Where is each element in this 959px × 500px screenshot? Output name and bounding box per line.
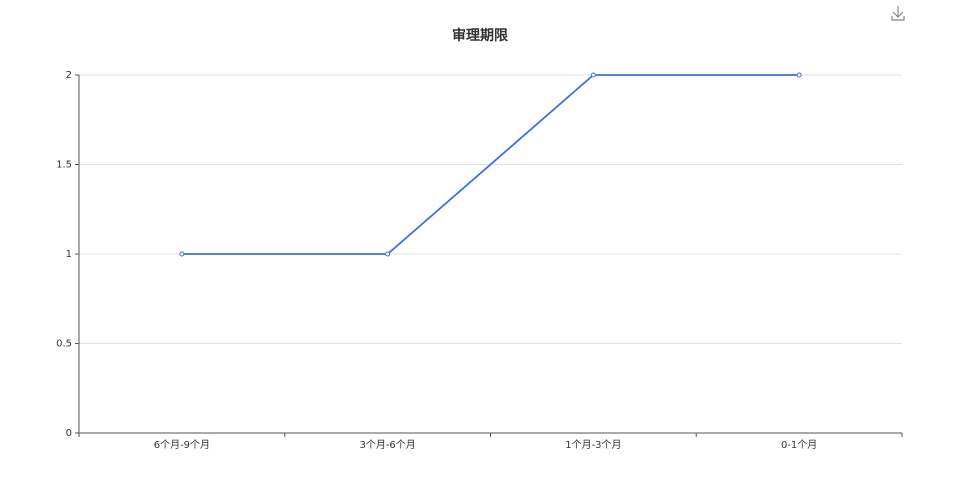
point — [590, 72, 596, 78]
x-tick-label: 1个月-3个月 — [565, 439, 621, 451]
x-tick-label: 6个月-9个月 — [154, 439, 210, 451]
y-tick-label: 1.5 — [56, 160, 72, 171]
y-tick-label: 1 — [66, 249, 72, 260]
series-line — [181, 74, 800, 255]
point — [385, 251, 391, 257]
download-button[interactable] — [891, 6, 905, 21]
y-tick-label: 2 — [66, 70, 72, 81]
point — [796, 72, 802, 78]
point — [179, 251, 185, 257]
download-icon[interactable] — [891, 6, 905, 21]
x-tick-label: 3个月-6个月 — [359, 439, 415, 451]
y-tick-label: 0 — [66, 428, 72, 439]
chart-title: 审理期限 — [452, 27, 508, 44]
x-tick-label: 0-1个月 — [781, 439, 817, 451]
y-tick-label: 0.5 — [56, 339, 72, 350]
